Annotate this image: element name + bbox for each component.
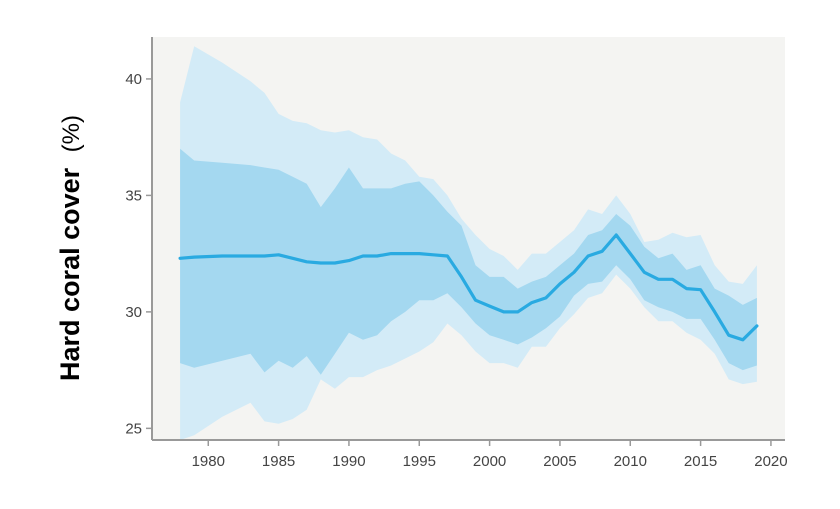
inner-uncertainty-band bbox=[180, 148, 757, 375]
mean-coral-cover-line bbox=[178, 233, 759, 342]
y-axis-title-text: Hard coral cover bbox=[55, 167, 85, 381]
x-axis-ticks: 1980 1985 1990 1995 2000 2005 2010 2015 2020 bbox=[192, 440, 788, 470]
x-tick-label: 2020 bbox=[754, 453, 787, 470]
x-tick-label: 1985 bbox=[262, 453, 295, 470]
y-tick-label: 25 bbox=[125, 420, 142, 437]
y-axis-ticks: 25 30 35 40 bbox=[125, 71, 152, 437]
y-axis-title: Hard coral cover (%) bbox=[55, 115, 85, 381]
x-tick-label: 2015 bbox=[684, 453, 717, 470]
y-axis-unit: (%) bbox=[58, 115, 85, 152]
y-tick-label: 40 bbox=[125, 71, 142, 88]
y-tick-label: 35 bbox=[125, 187, 142, 204]
x-tick-label: 1980 bbox=[192, 453, 225, 470]
x-tick-label: 2005 bbox=[543, 453, 576, 470]
x-tick-label: 2010 bbox=[614, 453, 647, 470]
x-tick-label: 1995 bbox=[403, 453, 436, 470]
x-tick-label: 2000 bbox=[473, 453, 506, 470]
x-tick-label: 1990 bbox=[332, 453, 365, 470]
y-tick-label: 30 bbox=[125, 304, 142, 321]
